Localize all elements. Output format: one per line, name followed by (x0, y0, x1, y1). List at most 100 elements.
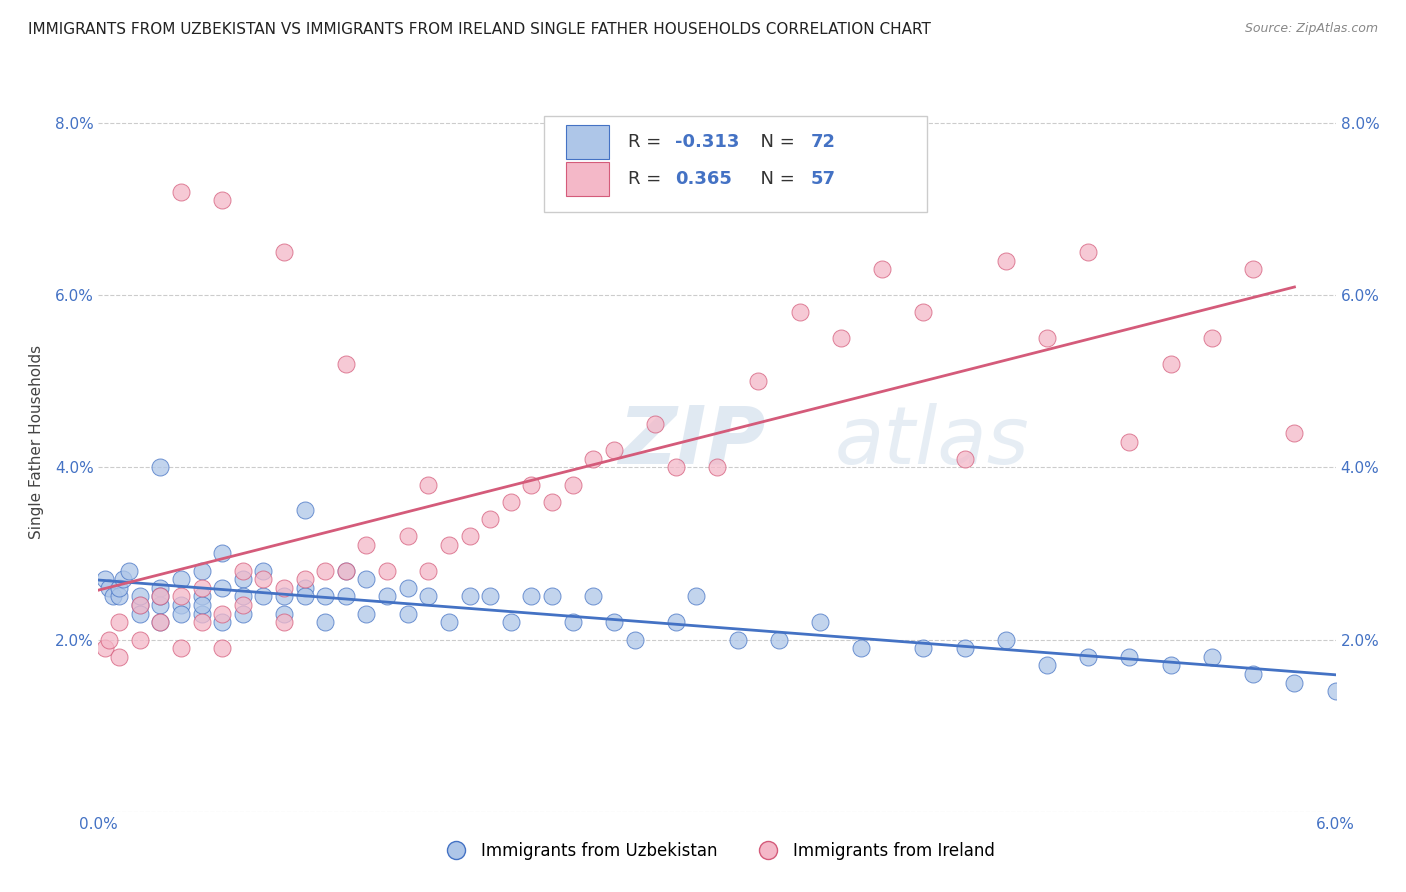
Point (170, 590, 193, 604)
Point (561, 615, 583, 630)
Point (418, 477, 440, 491)
Point (190, 607, 212, 621)
Point (108, 581, 131, 595)
Point (232, 564, 254, 578)
Point (437, 615, 460, 630)
Point (108, 615, 131, 630)
Text: N =: N = (749, 169, 801, 187)
Point (93, 572, 115, 586)
Text: IMMIGRANTS FROM UZBEKISTAN VS IMMIGRANTS FROM IRELAND SINGLE FATHER HOUSEHOLDS C: IMMIGRANTS FROM UZBEKISTAN VS IMMIGRANTS… (28, 22, 931, 37)
Legend: Immigrants from Uzbekistan, Immigrants from Ireland: Immigrants from Uzbekistan, Immigrants f… (433, 835, 1001, 866)
Point (190, 564, 212, 578)
Point (211, 607, 233, 621)
Point (1160, 357, 1182, 371)
Point (1284, 675, 1306, 690)
Point (520, 477, 543, 491)
Point (1077, 245, 1099, 260)
Point (994, 253, 1017, 268)
Point (437, 538, 460, 552)
Point (97, 581, 120, 595)
Text: R =: R = (628, 133, 666, 151)
Point (665, 460, 688, 475)
Point (232, 607, 254, 621)
Point (170, 607, 193, 621)
Point (97, 632, 120, 647)
Point (294, 581, 316, 595)
Point (994, 632, 1017, 647)
Point (499, 615, 522, 630)
Point (190, 598, 212, 612)
Point (1284, 425, 1306, 440)
Point (768, 632, 790, 647)
Point (396, 607, 419, 621)
Point (582, 590, 605, 604)
Point (335, 564, 357, 578)
Point (458, 529, 481, 543)
Point (356, 607, 378, 621)
Point (128, 598, 150, 612)
Point (170, 185, 193, 199)
Point (870, 262, 893, 277)
Point (314, 590, 336, 604)
Point (190, 581, 212, 595)
Point (665, 615, 688, 630)
Text: -0.313: -0.313 (675, 133, 740, 151)
Point (603, 615, 626, 630)
Point (479, 590, 502, 604)
Point (93, 641, 115, 656)
Point (118, 564, 141, 578)
Point (953, 451, 976, 466)
Point (273, 607, 295, 621)
Point (912, 641, 935, 656)
Point (541, 495, 564, 509)
Point (170, 598, 193, 612)
Point (685, 590, 707, 604)
Point (149, 615, 172, 630)
Text: atlas: atlas (835, 402, 1029, 481)
Text: Source: ZipAtlas.com: Source: ZipAtlas.com (1244, 22, 1378, 36)
Point (112, 572, 135, 586)
Point (294, 503, 316, 517)
Point (706, 460, 728, 475)
Point (273, 615, 295, 630)
Point (356, 572, 378, 586)
Point (252, 564, 274, 578)
Point (356, 538, 378, 552)
Text: ZIP: ZIP (619, 402, 765, 481)
Point (211, 546, 233, 560)
Point (211, 194, 233, 208)
Point (108, 649, 131, 664)
Point (170, 641, 193, 656)
Point (747, 374, 769, 388)
FancyBboxPatch shape (567, 161, 609, 195)
Point (294, 590, 316, 604)
Text: R =: R = (628, 169, 672, 187)
Point (582, 451, 605, 466)
Point (149, 581, 172, 595)
Point (335, 590, 357, 604)
Text: N =: N = (749, 133, 801, 151)
Point (851, 641, 873, 656)
Text: 0.365: 0.365 (675, 169, 733, 187)
Point (830, 331, 852, 345)
Point (644, 417, 666, 432)
Point (789, 305, 811, 319)
Point (314, 615, 336, 630)
Point (1036, 658, 1059, 673)
Point (375, 590, 398, 604)
Point (499, 495, 522, 509)
Point (603, 443, 626, 458)
Point (1201, 649, 1223, 664)
Point (623, 632, 645, 647)
Point (273, 245, 295, 260)
Point (1324, 684, 1347, 698)
Point (232, 590, 254, 604)
Point (458, 590, 481, 604)
Point (101, 590, 124, 604)
Point (1036, 331, 1059, 345)
Text: 57: 57 (811, 169, 837, 187)
FancyBboxPatch shape (544, 116, 928, 212)
Point (149, 615, 172, 630)
Point (149, 590, 172, 604)
Point (1160, 658, 1182, 673)
